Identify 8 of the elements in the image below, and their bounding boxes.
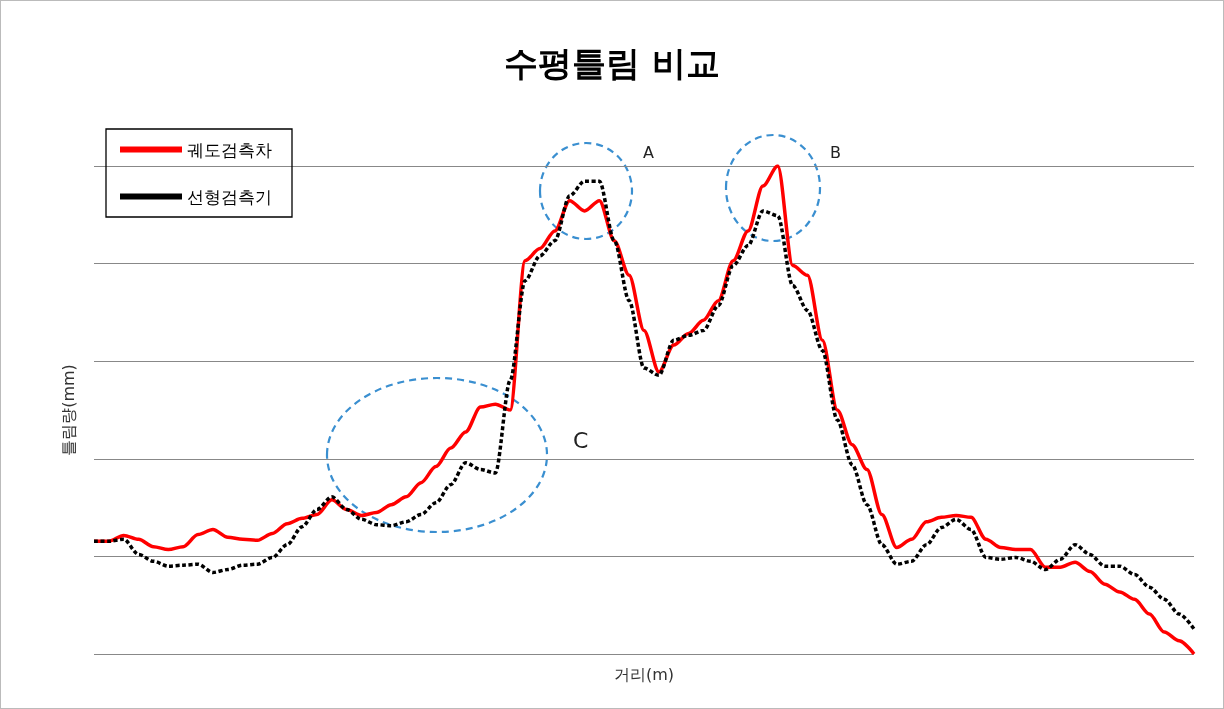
chart-title: 수평틀림 비교 [504, 43, 720, 83]
annotation: C [573, 427, 589, 453]
text: B [830, 142, 841, 162]
text: A [643, 142, 654, 162]
legend-label: 궤도검측차 [187, 139, 272, 160]
x-axis-title: 거리(m) [613, 665, 675, 685]
y-axis-title: 틀림량(mm) [58, 364, 78, 456]
legend-label: 선형검측기 [187, 186, 272, 207]
